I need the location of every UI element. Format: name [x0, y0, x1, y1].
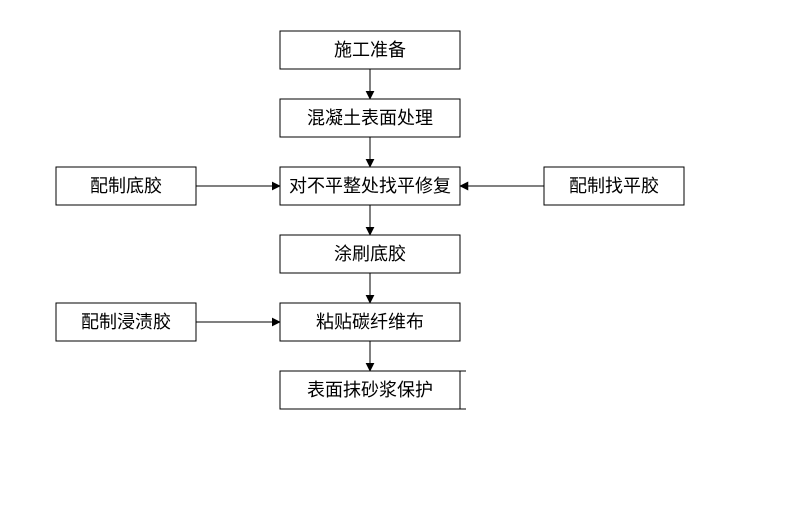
flow-node-n4: 涂刷底胶: [280, 235, 460, 273]
flow-node-n3: 对不平整处找平修复: [280, 167, 460, 205]
node-label: 粘贴碳纤维布: [316, 312, 424, 332]
flow-node-n5: 粘贴碳纤维布: [280, 303, 460, 341]
flowchart-canvas: 施工准备混凝土表面处理对不平整处找平修复涂刷底胶粘贴碳纤维布表面抹砂浆保护 配制底…: [0, 0, 800, 530]
node-label: 配制找平胶: [569, 176, 659, 196]
node-label: 施工准备: [334, 40, 406, 60]
flow-node-n6: 表面抹砂浆保护: [280, 371, 466, 409]
node-label: 配制浸渍胶: [81, 312, 171, 332]
node-label: 表面抹砂浆保护: [307, 380, 433, 400]
flow-node-n1: 施工准备: [280, 31, 460, 69]
flow-node-n2: 混凝土表面处理: [280, 99, 460, 137]
flow-node-s2: 配制找平胶: [544, 167, 684, 205]
node-label: 混凝土表面处理: [307, 108, 433, 128]
flow-node-s3: 配制浸渍胶: [56, 303, 196, 341]
flow-node-s1: 配制底胶: [56, 167, 196, 205]
node-label: 涂刷底胶: [334, 244, 406, 264]
node-label: 配制底胶: [90, 176, 162, 196]
node-label: 对不平整处找平修复: [289, 176, 451, 196]
